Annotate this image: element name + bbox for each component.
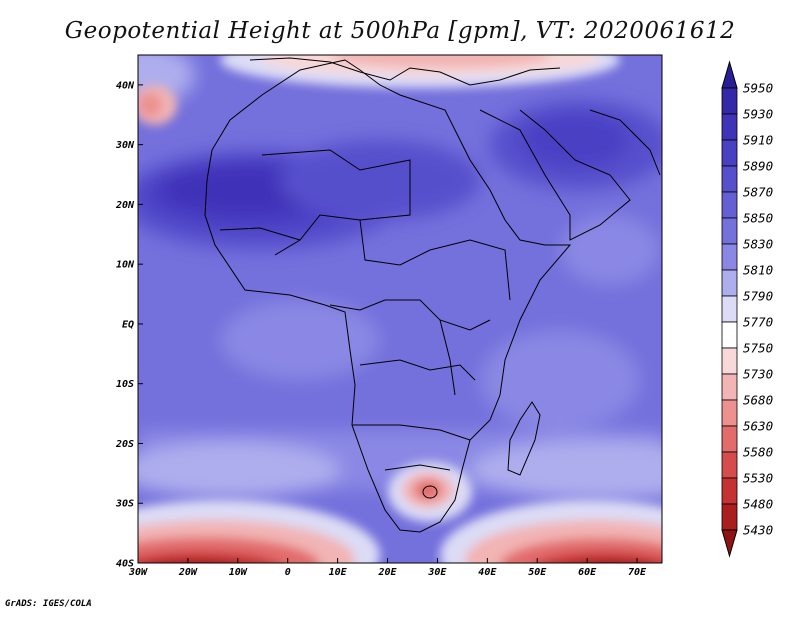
x-tick-label: 30E <box>427 567 447 578</box>
y-tick-label: 10S <box>116 379 134 390</box>
colorbar-segment <box>721 139 738 167</box>
colorbar-segment <box>721 425 738 453</box>
x-axis-ticks: 30W 20W 10W 0 10E 20E 30E 40E 50E 60E 70E <box>128 558 647 578</box>
x-tick-label: 30W <box>128 567 148 578</box>
colorbar-max-triangle <box>721 60 738 89</box>
x-tick-label: 60E <box>578 567 597 578</box>
y-tick-label: 40S <box>116 559 134 570</box>
x-tick-label: 40E <box>478 567 497 578</box>
colorbar-segment <box>721 347 738 375</box>
colorbar-segment <box>721 269 738 297</box>
colorbar-segment <box>721 165 738 193</box>
colorbar-segment <box>721 503 738 531</box>
colorbar-segment <box>721 295 738 323</box>
colorbar-segment <box>721 399 738 427</box>
x-tick-label: 50E <box>528 567 547 578</box>
x-tick-label: 10E <box>329 567 348 578</box>
y-tick-label: 20S <box>115 439 134 450</box>
height-field <box>138 55 662 563</box>
colorbar-level-label: 5830 <box>743 237 773 252</box>
x-tick-label: 20W <box>178 567 198 578</box>
colorbar-segment <box>721 113 738 141</box>
map-title: Geopotential Height at 500hPa [gpm], VT:… <box>64 18 736 44</box>
y-tick-label: 20N <box>115 200 135 211</box>
colorbar-segment <box>721 477 738 505</box>
y-tick-label: 30S <box>115 499 134 510</box>
colorbar-level-label: 5890 <box>743 159 773 174</box>
x-tick-label: 20E <box>377 567 397 578</box>
colorbar-level-label: 5630 <box>743 419 773 434</box>
colorbar-segment <box>721 451 738 479</box>
colorbar-level-label: 5430 <box>743 523 773 538</box>
colorbar-segment <box>721 217 738 245</box>
x-tick-label: 0 <box>285 567 291 578</box>
colorbar-level-label: 5480 <box>743 497 773 512</box>
y-tick-label: EQ <box>122 319 134 330</box>
colorbar-segment <box>721 191 738 219</box>
y-tick-label: 40N <box>116 80 135 91</box>
x-tick-label: 10W <box>229 567 248 578</box>
colorbar-level-label: 5790 <box>743 289 773 304</box>
colorbar-level-label: 5870 <box>743 185 773 200</box>
colorbar-segment <box>721 373 738 401</box>
colorbar-level-label: 5910 <box>743 133 773 148</box>
y-tick-label: 10N <box>116 260 135 271</box>
x-tick-label: 70E <box>628 567 647 578</box>
colorbar-min-triangle <box>721 529 738 558</box>
colorbar-level-label: 5770 <box>743 315 773 330</box>
colorbar-segment <box>721 243 738 271</box>
colorbar-level-label: 5530 <box>743 471 773 486</box>
y-axis-ticks: 40N 30N 20N 10N EQ 10S 20S 30S 40S <box>115 80 143 570</box>
coastlines <box>204 57 661 533</box>
plot-frame <box>137 54 663 564</box>
colorbar-level-label: 5750 <box>743 341 773 356</box>
colorbar-level-label: 5930 <box>743 107 773 122</box>
colorbar: 5950 5930 5910 5890 5870 5850 5830 5810 5790 5770… <box>721 60 773 558</box>
colorbar-level-label: 5680 <box>743 393 773 408</box>
y-tick-label: 30N <box>115 140 135 151</box>
colorbar-level-label: 5850 <box>743 211 773 226</box>
colorbar-level-label: 5580 <box>743 445 773 460</box>
colorbar-segment <box>721 87 738 115</box>
colorbar-level-label: 5730 <box>743 367 773 382</box>
colorbar-level-label: 5950 <box>743 81 773 96</box>
grads-credit: GrADS: IGES/COLA <box>5 599 92 609</box>
colorbar-level-label: 5810 <box>743 263 773 278</box>
colorbar-segment <box>721 321 738 349</box>
